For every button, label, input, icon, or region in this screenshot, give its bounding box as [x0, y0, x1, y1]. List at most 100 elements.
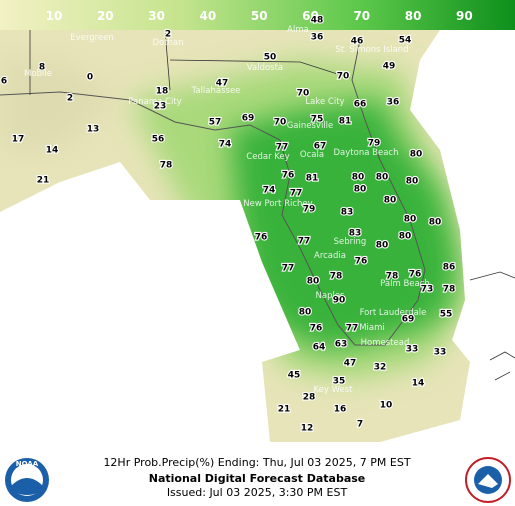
legend-label: 40 [200, 9, 217, 23]
city-label: Naples [316, 291, 346, 301]
forecast-value: 33 [406, 345, 419, 355]
city-label: Daytona Beach [334, 148, 399, 158]
forecast-value: 12 [301, 424, 314, 434]
forecast-value: 69 [402, 315, 415, 325]
city-label: Fort Lauderdale [360, 308, 427, 318]
city-label: Dothan [152, 38, 183, 48]
forecast-value: 66 [354, 100, 367, 110]
forecast-value: 45 [288, 371, 301, 381]
legend-bar [0, 0, 515, 30]
forecast-value: 78 [386, 272, 399, 282]
city-label: Gainesville [287, 121, 334, 131]
forecast-value: 80 [429, 218, 442, 228]
city-label: Arcadia [314, 251, 346, 261]
forecast-value: 80 [376, 173, 389, 183]
forecast-value: 47 [216, 79, 229, 89]
forecast-value: 49 [383, 62, 396, 72]
city-label: Panama City [128, 97, 181, 107]
legend-label: 30 [148, 9, 165, 23]
forecast-value: 6 [1, 77, 7, 87]
forecast-value: 18 [156, 87, 169, 97]
forecast-value: 83 [341, 208, 354, 218]
city-label: Cedar Key [246, 152, 289, 162]
forecast-value: 57 [209, 118, 222, 128]
forecast-value: 80 [354, 185, 367, 195]
forecast-value: 74 [263, 186, 276, 196]
forecast-value: 70 [274, 118, 287, 128]
forecast-value: 14 [412, 379, 425, 389]
city-label: Valdosta [247, 63, 283, 73]
forecast-value: 46 [351, 37, 364, 47]
forecast-value: 14 [46, 146, 59, 156]
forecast-value: 80 [299, 308, 312, 318]
forecast-value: 21 [37, 176, 50, 186]
forecast-value: 78 [443, 285, 456, 295]
forecast-value: 55 [440, 310, 453, 320]
forecast-value: 0 [87, 73, 93, 83]
legend-label: 90 [456, 9, 473, 23]
forecast-value: 23 [154, 102, 167, 112]
forecast-value: 54 [399, 36, 412, 46]
forecast-value: 80 [410, 150, 423, 160]
city-label: Miami [359, 323, 385, 333]
city-label: New Port Richey [243, 199, 312, 209]
forecast-value: 80 [406, 177, 419, 187]
forecast-value: 50 [264, 53, 277, 63]
forecast-value: 35 [333, 377, 346, 387]
forecast-value: 81 [339, 117, 352, 127]
forecast-value: 76 [282, 171, 295, 181]
forecast-value: 32 [374, 363, 387, 373]
legend-label: 60 [302, 9, 319, 23]
city-label: Ocala [300, 150, 324, 160]
city-label: Lake City [305, 97, 344, 107]
forecast-value: 78 [330, 272, 343, 282]
forecast-value: 13 [87, 125, 100, 135]
coastline [0, 39, 426, 346]
forecast-value: 76 [409, 270, 422, 280]
forecast-value: 36 [387, 98, 400, 108]
city-label: Alma [287, 25, 309, 35]
forecast-value: 2 [67, 94, 73, 104]
forecast-value: 8 [39, 63, 45, 73]
island-outline [469, 271, 515, 381]
city-label: Key West [313, 385, 353, 395]
issued-time: Issued: Jul 03 2025, 3:30 PM EST [167, 486, 348, 499]
forecast-value: 78 [160, 161, 173, 171]
legend-label: 50 [251, 9, 268, 23]
forecast-value: 33 [434, 348, 447, 358]
forecast-value: 80 [307, 277, 320, 287]
forecast-value: 16 [334, 405, 347, 415]
forecast-value: 17 [12, 135, 25, 145]
forecast-value: 67 [314, 142, 327, 152]
database-title: National Digital Forecast Database [149, 472, 366, 485]
forecast-value: 77 [298, 237, 311, 247]
noaa-text: NOAA [16, 460, 39, 468]
legend-label: 80 [405, 9, 422, 23]
product-title: 12Hr Prob.Precip(%) Ending: Thu, Jul 03 … [103, 456, 410, 469]
forecast-value: 77 [290, 189, 303, 199]
forecast-value: 77 [346, 324, 359, 334]
forecast-value: 28 [303, 393, 316, 403]
forecast-value: 80 [376, 241, 389, 251]
forecast-value: 79 [368, 139, 381, 149]
forecast-value: 80 [399, 232, 412, 242]
forecast-value: 86 [443, 263, 456, 273]
city-label: St. Simons Island [335, 45, 408, 55]
forecast-value: 81 [306, 174, 319, 184]
legend-label: 70 [353, 9, 370, 23]
forecast-value: 70 [337, 72, 350, 82]
forecast-value: 83 [349, 229, 362, 239]
state-border [29, 29, 351, 95]
forecast-value: 63 [335, 340, 348, 350]
forecast-value: 74 [219, 140, 232, 150]
forecast-value: 77 [276, 143, 289, 153]
forecast-value: 79 [303, 205, 316, 215]
forecast-value: 10 [380, 401, 393, 411]
forecast-value: 80 [404, 215, 417, 225]
forecast-value: 36 [311, 33, 324, 43]
forecast-value: 76 [310, 324, 323, 334]
city-label: Sebring [334, 237, 367, 247]
forecast-value: 56 [152, 135, 165, 145]
